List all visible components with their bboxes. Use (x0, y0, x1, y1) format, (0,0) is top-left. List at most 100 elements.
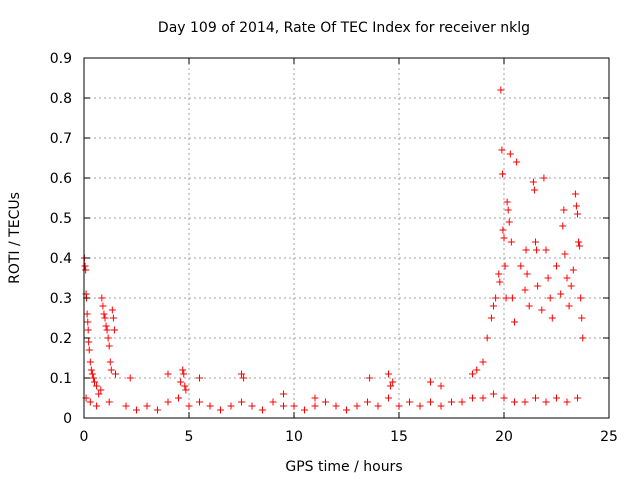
data-point (387, 382, 395, 390)
data-point (227, 402, 235, 410)
data-point (553, 262, 560, 270)
data-point (101, 314, 109, 322)
data-point (99, 302, 107, 310)
data-point (563, 398, 571, 406)
data-point (164, 398, 172, 406)
data-point (154, 406, 161, 414)
data-point (133, 406, 140, 414)
data-point (579, 334, 587, 342)
data-point (366, 374, 374, 382)
data-point (427, 378, 434, 386)
data-point (102, 322, 110, 330)
data-point (469, 370, 476, 378)
data-point (343, 406, 350, 414)
data-point (185, 402, 193, 410)
data-point (505, 218, 513, 226)
data-point (110, 326, 118, 334)
data-point (109, 314, 117, 322)
data-point (85, 346, 93, 354)
data-point (206, 402, 214, 410)
data-point (534, 282, 542, 290)
data-point (290, 402, 298, 410)
data-point (490, 390, 497, 398)
data-point (567, 282, 575, 290)
data-point (553, 394, 560, 402)
data-point (498, 146, 506, 154)
y-tick-label: 0.8 (50, 91, 72, 107)
data-point (89, 374, 97, 382)
data-points (80, 86, 587, 414)
data-point (499, 170, 507, 178)
data-point (500, 394, 508, 402)
data-point (93, 382, 101, 390)
data-point (538, 306, 546, 314)
data-point (181, 382, 189, 390)
data-point (542, 246, 550, 254)
data-point (84, 326, 92, 334)
data-point (82, 266, 90, 274)
data-point (105, 398, 113, 406)
data-point (571, 190, 579, 198)
data-point (437, 382, 445, 390)
data-point (572, 202, 580, 210)
data-point (437, 402, 445, 410)
data-point (98, 294, 106, 302)
data-point (196, 398, 203, 406)
data-point (521, 398, 529, 406)
data-point (385, 394, 392, 402)
data-point (81, 262, 89, 270)
data-point (385, 370, 392, 378)
data-point (511, 398, 518, 406)
data-point (280, 390, 287, 398)
data-point (501, 262, 509, 270)
data-point (546, 294, 554, 302)
data-point (86, 358, 94, 366)
data-point (85, 338, 93, 346)
data-point (427, 398, 434, 406)
data-point (577, 294, 585, 302)
data-point (395, 402, 403, 410)
data-point (578, 314, 586, 322)
data-point (565, 302, 573, 310)
data-point (532, 394, 539, 402)
data-point (217, 406, 224, 414)
data-point (126, 374, 134, 382)
y-tick-label: 0.5 (50, 211, 72, 227)
data-point (180, 370, 188, 378)
data-point (544, 274, 552, 282)
data-point (559, 222, 567, 230)
data-point (95, 390, 103, 398)
y-tick-label: 0.4 (50, 251, 72, 267)
data-point (86, 398, 94, 406)
data-point (574, 394, 581, 402)
data-point (238, 370, 245, 378)
data-point (106, 358, 114, 366)
x-tick-label: 10 (285, 429, 303, 445)
plot-frame (83, 57, 610, 419)
data-point (374, 402, 382, 410)
y-tick-label: 0.1 (50, 371, 72, 387)
data-point (540, 174, 548, 182)
data-point (311, 402, 319, 410)
data-point (122, 402, 130, 410)
y-axis-label: ROTI / TECUs (7, 192, 23, 284)
data-point (97, 386, 105, 394)
data-point (517, 262, 525, 270)
y-tick-label: 0.3 (50, 291, 72, 307)
data-point (175, 394, 182, 402)
data-point (389, 378, 397, 386)
data-point (416, 402, 424, 410)
data-point (507, 238, 515, 246)
data-point (240, 374, 248, 382)
data-point (448, 398, 455, 406)
y-tick-label: 0.2 (50, 331, 72, 347)
y-tick-label: 0.9 (50, 51, 72, 67)
data-point (179, 366, 187, 374)
data-point (164, 370, 172, 378)
x-tick-label: 15 (390, 429, 408, 445)
data-point (112, 370, 119, 378)
data-point (332, 402, 340, 410)
y-tick-label: 0 (63, 411, 72, 427)
data-point (532, 238, 539, 246)
